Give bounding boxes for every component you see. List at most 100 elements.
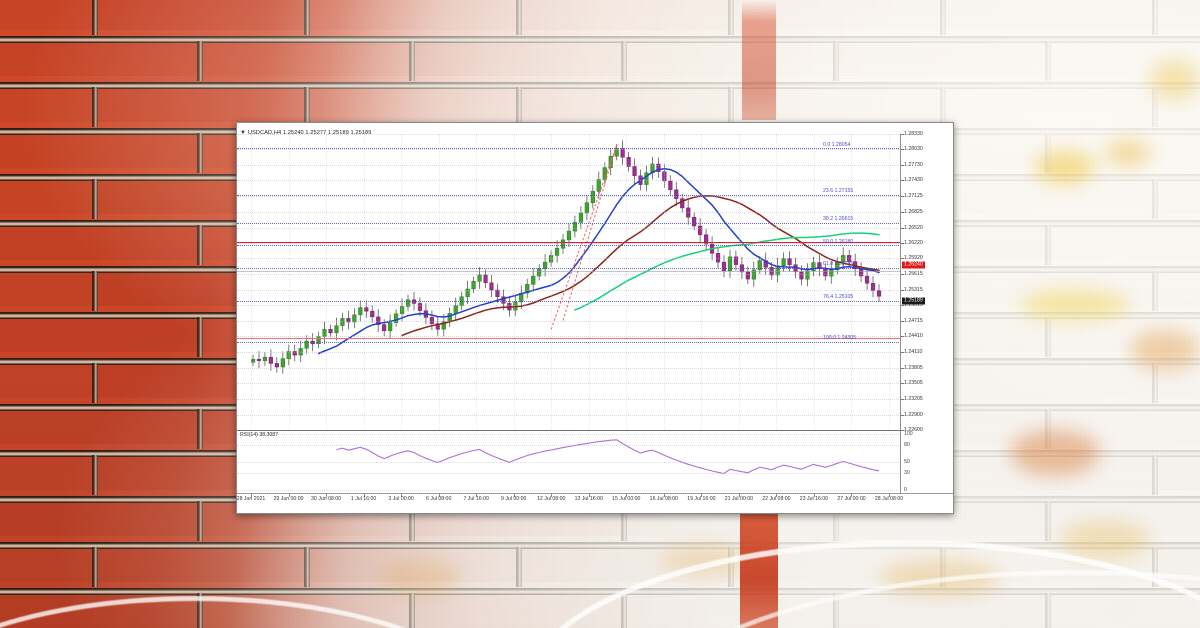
time-tick-label: 7 Jul 16:00: [463, 496, 489, 502]
fib-level-100.0: [237, 341, 953, 343]
time-tick-mark: [438, 494, 440, 497]
price-tick-mark: [901, 258, 904, 260]
chart-header: ▼ USDCAD,H4 1.25240 1.25277 1.25189 1.251…: [237, 123, 953, 136]
price-gridline: [237, 336, 953, 338]
price-gridline: [237, 398, 953, 400]
price-gridline: [237, 227, 953, 229]
time-tick-label: 12 Jul 08:00: [537, 496, 566, 502]
time-gridline: [363, 134, 365, 430]
price-tick-mark: [901, 367, 904, 369]
time-tick-mark: [288, 494, 290, 497]
time-tick-mark: [626, 494, 628, 497]
fib-label-0.0: 0.0 1.28054: [823, 141, 851, 148]
time-tick-mark: [776, 494, 778, 497]
time-tick-label: 9 Jul 00:00: [501, 496, 527, 502]
price-tick-label: 1.25315: [904, 286, 923, 293]
fib-level-0.0: [237, 148, 953, 150]
rsi-gridline-50: [237, 462, 953, 463]
price-tick-label: 1.23505: [904, 380, 923, 387]
time-tick-label: 6 Jul 08:00: [425, 496, 452, 502]
time-tick-mark: [513, 494, 515, 497]
time-tick-mark: [701, 494, 703, 497]
time-tick-mark: [738, 494, 740, 497]
time-tick-mark: [851, 494, 853, 497]
price-gridline: [237, 196, 953, 198]
hline-support: [237, 337, 953, 339]
rsi-tick-label-80: 80: [904, 442, 910, 449]
price-tick-label: 1.28030: [904, 146, 923, 153]
time-tick-label: 13 Jul 16:00: [574, 496, 603, 502]
price-tick-mark: [901, 414, 904, 416]
price-tick-label: 1.26520: [904, 224, 923, 231]
rsi-gridline-100: [237, 434, 953, 435]
price-tick-mark: [901, 164, 904, 166]
time-gridline: [551, 134, 553, 430]
chart-title-quote: USDCAD,H4 1.25240 1.25277 1.25189 1.2518…: [247, 130, 372, 136]
red-vertical-stripe-top: [742, 0, 776, 120]
price-tick-mark: [901, 398, 904, 400]
price-tick-mark: [901, 149, 904, 151]
price-tick-mark: [901, 196, 904, 198]
price-tick-mark: [901, 289, 904, 291]
price-gridline: [237, 258, 953, 260]
fib-label-38.2: 38.2 1.26615: [823, 216, 854, 223]
time-tick-label: 1 Jul 16:00: [350, 496, 377, 502]
price-tick-label: 1.25920: [904, 255, 923, 262]
fib-label-50.0: 50.0 1.26180: [823, 238, 854, 245]
price-tick-label: 1.28330: [904, 131, 923, 137]
fib-label-61.8: 61.8 1.25745: [823, 261, 854, 268]
fib-level-61.8: [237, 267, 953, 269]
time-gridline: [288, 134, 290, 430]
price-alert-box: 1.26240: [902, 261, 925, 269]
time-tick-mark: [476, 494, 478, 497]
price-tick-label: 1.24410: [904, 333, 923, 340]
price-tick-mark: [901, 274, 904, 276]
price-gridline: [237, 134, 953, 135]
rsi-gridline-80: [237, 445, 953, 447]
price-tick-mark: [901, 242, 904, 244]
price-gridline: [237, 383, 953, 385]
wall-stain: [380, 560, 460, 594]
price-gridline: [237, 414, 953, 416]
fib-level-38.2: [237, 222, 953, 224]
time-tick-label: 3 Jul 00:00: [388, 496, 414, 502]
price-tick-mark: [901, 351, 904, 353]
price-panel[interactable]: 0.0 1.28054 23.6 1.27155 38.2 1.26615 50.0 …: [237, 134, 953, 431]
fib-label-76.4: 76.4 1.25105: [823, 294, 854, 301]
time-tick-mark: [813, 494, 815, 497]
wall-stain: [1105, 140, 1151, 166]
time-gridline: [476, 134, 478, 430]
time-gridline: [401, 134, 403, 430]
rsi-tick-label-50: 50: [904, 459, 910, 465]
price-tick-label: 1.26220: [904, 239, 923, 246]
price-tick-mark: [901, 180, 904, 182]
price-tick-label: 1.23205: [904, 395, 923, 402]
price-tick-label: 1.27430: [904, 177, 923, 184]
collapse-triangle-icon[interactable]: ▼: [240, 130, 246, 136]
price-tick-mark: [901, 227, 904, 229]
price-gridline: [237, 211, 953, 213]
time-gridline: [326, 134, 328, 430]
time-tick-mark: [251, 494, 252, 497]
metatrader-chart-window[interactable]: ▼ USDCAD,H4 1.25240 1.25277 1.25189 1.251…: [236, 122, 954, 514]
time-gridline: [663, 134, 665, 430]
wall-stain: [1035, 150, 1095, 184]
time-axis[interactable]: 28 Jun 2021 29 Jun 00:00 30 Jun 08:00 1 Jul…: [237, 493, 953, 512]
price-tick-mark: [901, 320, 904, 322]
fib-level-76.4: [237, 300, 953, 302]
price-axis[interactable]: 1.28330 1.28030 1.27730 1.27430 1.27125 1.268…: [900, 131, 953, 493]
fib-label-100.0: 100.0 1.24305: [823, 335, 857, 342]
time-tick-label: 19 Jul 16:00: [687, 496, 716, 502]
price-gridline: [237, 274, 953, 276]
price-tick-label: 1.22900: [904, 411, 923, 418]
price-tick-label: 1.25015: [904, 302, 923, 309]
time-tick-label: 15 Jul 00:00: [612, 496, 641, 502]
rsi-panel[interactable]: RSI(14) 38.3087: [237, 431, 953, 493]
time-tick-label: 28 Jul 08:00: [874, 496, 904, 502]
rsi-indicator-label: RSI(14) 38.3087: [240, 432, 279, 438]
time-tick-label: 16 Jul 08:00: [649, 496, 678, 502]
time-tick-label: 22 Jul 08:00: [762, 496, 791, 502]
price-tick-mark: [901, 430, 904, 431]
price-tick-label: 1.24715: [904, 317, 923, 324]
rsi-gridline-0: [237, 490, 953, 491]
